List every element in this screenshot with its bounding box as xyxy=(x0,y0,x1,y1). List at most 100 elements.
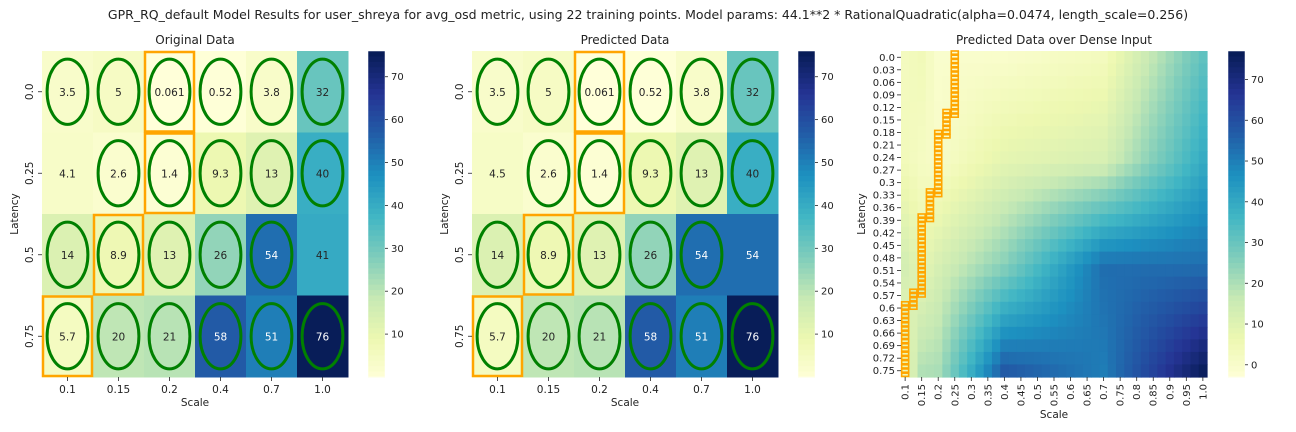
dense-heatmap-cell xyxy=(1066,201,1076,215)
dense-heatmap-cell xyxy=(975,314,985,328)
dense-heatmap-cell xyxy=(1198,301,1208,315)
dense-heatmap-cell xyxy=(1041,326,1051,340)
dense-heatmap-cell xyxy=(1041,88,1051,102)
dense-heatmap-cell xyxy=(958,351,968,366)
dense-highlight-box xyxy=(942,112,951,118)
dense-heatmap-cell xyxy=(1025,113,1034,127)
dense-heatmap-cell xyxy=(1173,214,1183,228)
dense-heatmap-cell xyxy=(1124,151,1134,165)
dense-heatmap-cell xyxy=(1000,276,1010,290)
dense-heatmap-cell xyxy=(1033,251,1043,265)
y-tick-label: 0.12 xyxy=(873,103,895,114)
dense-heatmap-cell xyxy=(1132,364,1142,378)
training-point-ellipse xyxy=(45,220,90,289)
dense-heatmap-cell xyxy=(1165,289,1175,303)
dense-highlight-box xyxy=(900,351,910,357)
dense-heatmap-cell xyxy=(1099,289,1109,303)
training-point-ellipse xyxy=(628,302,673,371)
dense-heatmap-cell xyxy=(1140,214,1150,228)
dense-highlight-box xyxy=(925,188,935,193)
x-tick-label: 0.4 xyxy=(212,384,229,396)
dense-heatmap-cell xyxy=(1157,51,1167,65)
dense-heatmap-cell xyxy=(991,276,1001,290)
dense-heatmap-cell xyxy=(1190,214,1200,228)
dense-highlight-box xyxy=(942,108,951,114)
dense-heatmap-cell xyxy=(1182,76,1192,90)
colorbar-segment-0 xyxy=(368,78,385,85)
dense-heatmap-cell xyxy=(901,201,910,215)
dense-heatmap-cell xyxy=(909,276,919,290)
dense-heatmap-cell xyxy=(934,76,943,90)
dense-heatmap-cell xyxy=(925,176,935,190)
highlight-cell xyxy=(573,132,626,215)
colorbar-segment-2 xyxy=(1228,252,1245,259)
dense-heatmap-cell xyxy=(1074,351,1084,366)
dense-heatmap-cell xyxy=(1091,351,1101,366)
dense-heatmap-cell xyxy=(925,339,935,353)
x-tick-label: 0.4 xyxy=(1000,384,1011,400)
dense-heatmap-cell xyxy=(1099,126,1109,140)
dense-heatmap-cell xyxy=(1099,163,1109,177)
dense-heatmap-cell xyxy=(901,276,910,290)
dense-heatmap-cell xyxy=(983,126,993,140)
dense-heatmap-cell xyxy=(934,251,943,265)
dense-heatmap-cell xyxy=(1182,289,1192,303)
dense-heatmap-cell xyxy=(942,301,952,315)
dense-heatmap-cell xyxy=(1058,151,1068,165)
dense-heatmap-cell xyxy=(1157,351,1167,366)
dense-heatmap-cell xyxy=(1190,113,1200,127)
dense-heatmap-cell xyxy=(950,239,960,253)
y-tick-label: 0.3 xyxy=(879,178,895,189)
dense-heatmap-cell xyxy=(983,226,993,240)
x-tick-label: 0.2 xyxy=(934,384,945,400)
dense-heatmap-cell xyxy=(1132,351,1142,366)
dense-heatmap-cell xyxy=(1074,113,1084,127)
heatmap-cell xyxy=(523,214,575,296)
dense-heatmap-cell xyxy=(942,63,952,77)
dense-heatmap-cell xyxy=(1173,176,1183,190)
dense-heatmap-cell xyxy=(958,138,968,152)
colorbar-segment-1 xyxy=(798,127,815,134)
data-label: 76 xyxy=(746,331,760,343)
colorbar-segment-0 xyxy=(368,181,385,188)
colorbar-segment-2 xyxy=(1228,246,1245,253)
x-tick-label: 0.7 xyxy=(1099,384,1110,400)
dense-heatmap-cell xyxy=(1132,63,1142,77)
dense-heatmap-cell xyxy=(1116,51,1125,65)
dense-heatmap-cell xyxy=(1149,113,1158,127)
dense-heatmap-cell xyxy=(1173,314,1183,328)
dense-heatmap-cell xyxy=(1190,176,1200,190)
dense-heatmap-cell xyxy=(975,251,985,265)
training-point-ellipse xyxy=(300,139,345,208)
colorbar-segment-1 xyxy=(798,355,815,362)
heatmap-cell xyxy=(727,132,779,215)
dense-heatmap-cell xyxy=(1149,163,1158,177)
dense-heatmap-cell xyxy=(967,88,977,102)
colorbar-segment-2 xyxy=(1228,61,1245,68)
dense-heatmap-cell xyxy=(1049,239,1059,253)
dense-highlight-box xyxy=(917,234,926,240)
dense-heatmap-cell xyxy=(1107,251,1117,265)
dense-heatmap-cell xyxy=(1041,138,1051,152)
dense-heatmap-cell xyxy=(1000,314,1010,328)
figure-title: GPR_RQ_default Model Results for user_sh… xyxy=(107,7,1189,22)
dense-heatmap-cell xyxy=(983,326,993,340)
dense-heatmap-cell xyxy=(991,226,1001,240)
colorbar-segment-1 xyxy=(798,268,815,275)
dense-highlight-box xyxy=(900,330,910,336)
dense-heatmap-cell xyxy=(983,188,993,203)
dense-heatmap-cell xyxy=(967,364,977,378)
dense-heatmap-cell xyxy=(967,201,977,215)
dense-heatmap-cell xyxy=(1074,76,1084,90)
dense-heatmap-cell xyxy=(1116,314,1125,328)
dense-heatmap-cell xyxy=(909,351,919,366)
data-label: 20 xyxy=(542,331,555,343)
dense-heatmap-cell xyxy=(1165,101,1175,115)
colorbar-segment-2 xyxy=(1228,306,1245,313)
y-tick-label: 0.25 xyxy=(454,162,466,185)
x-tick-label: 0.95 xyxy=(1182,384,1193,406)
dense-heatmap-cell xyxy=(991,364,1001,378)
y-tick-label: 0.0 xyxy=(879,53,895,64)
dense-heatmap-cell xyxy=(1000,76,1010,90)
x-tick-label: 0.25 xyxy=(950,384,961,406)
